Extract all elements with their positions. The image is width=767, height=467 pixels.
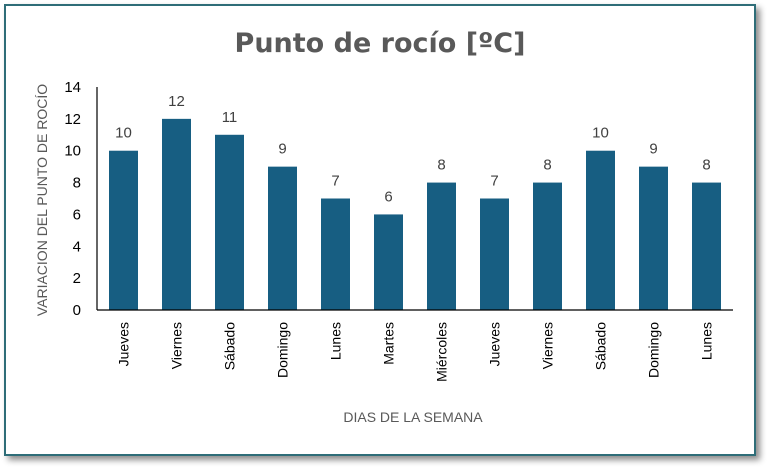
data-label: 8 (702, 157, 710, 174)
category-label: Sábado (593, 322, 609, 370)
data-label: 7 (490, 173, 498, 190)
data-label: 7 (331, 173, 339, 190)
category-label: Lunes (328, 322, 344, 360)
bar (321, 198, 350, 310)
bar (639, 166, 668, 310)
category-label: Lunes (699, 322, 715, 360)
y-tick-label: 6 (73, 206, 81, 223)
data-label: 8 (437, 157, 445, 174)
category-label: Sábado (222, 322, 238, 370)
bars (109, 118, 721, 310)
y-tick-label: 14 (64, 79, 81, 96)
y-tick-label: 8 (73, 175, 81, 192)
data-label: 10 (592, 125, 609, 142)
category-label: Jueves (487, 322, 503, 366)
y-tick-label: 0 (73, 302, 81, 319)
y-axis-ticks: 0 2 4 6 8 10 12 14 (64, 79, 81, 319)
data-label: 8 (543, 157, 551, 174)
bar (215, 134, 244, 310)
data-label: 9 (649, 141, 657, 158)
y-tick-label: 10 (64, 143, 81, 160)
bar (374, 214, 403, 310)
category-labels: Jueves Viernes Sábado Domingo Lunes Martes Mié… (116, 322, 715, 382)
bar (427, 182, 456, 310)
data-label: 11 (222, 109, 238, 126)
bar (162, 118, 191, 310)
category-label: Domingo (275, 322, 291, 378)
bar (533, 182, 562, 310)
chart-title: Punto de rocío [ºC] (235, 28, 526, 59)
category-label: Domingo (646, 322, 662, 378)
category-label: Viernes (540, 322, 556, 369)
category-label: Jueves (116, 322, 132, 366)
y-axis-label: VARIACION DEL PUNTO DE ROCÍO (34, 84, 50, 316)
data-label: 6 (384, 188, 392, 205)
bar (480, 198, 509, 310)
category-label: Martes (381, 322, 397, 365)
data-label: 10 (115, 125, 132, 142)
bar (109, 150, 138, 310)
data-labels: 10 12 11 9 7 6 8 7 8 10 9 8 (115, 93, 711, 206)
y-tick-label: 2 (73, 270, 81, 287)
data-label: 12 (168, 93, 185, 110)
y-tick-label: 12 (64, 111, 81, 128)
y-tick-label: 4 (73, 238, 81, 255)
category-label: Viernes (169, 322, 185, 369)
x-axis-label: DIAS DE LA SEMANA (343, 409, 483, 425)
category-label: Miércoles (434, 322, 450, 382)
bar (692, 182, 721, 310)
bar (268, 166, 297, 310)
data-label: 9 (278, 141, 286, 158)
bar (586, 150, 615, 310)
